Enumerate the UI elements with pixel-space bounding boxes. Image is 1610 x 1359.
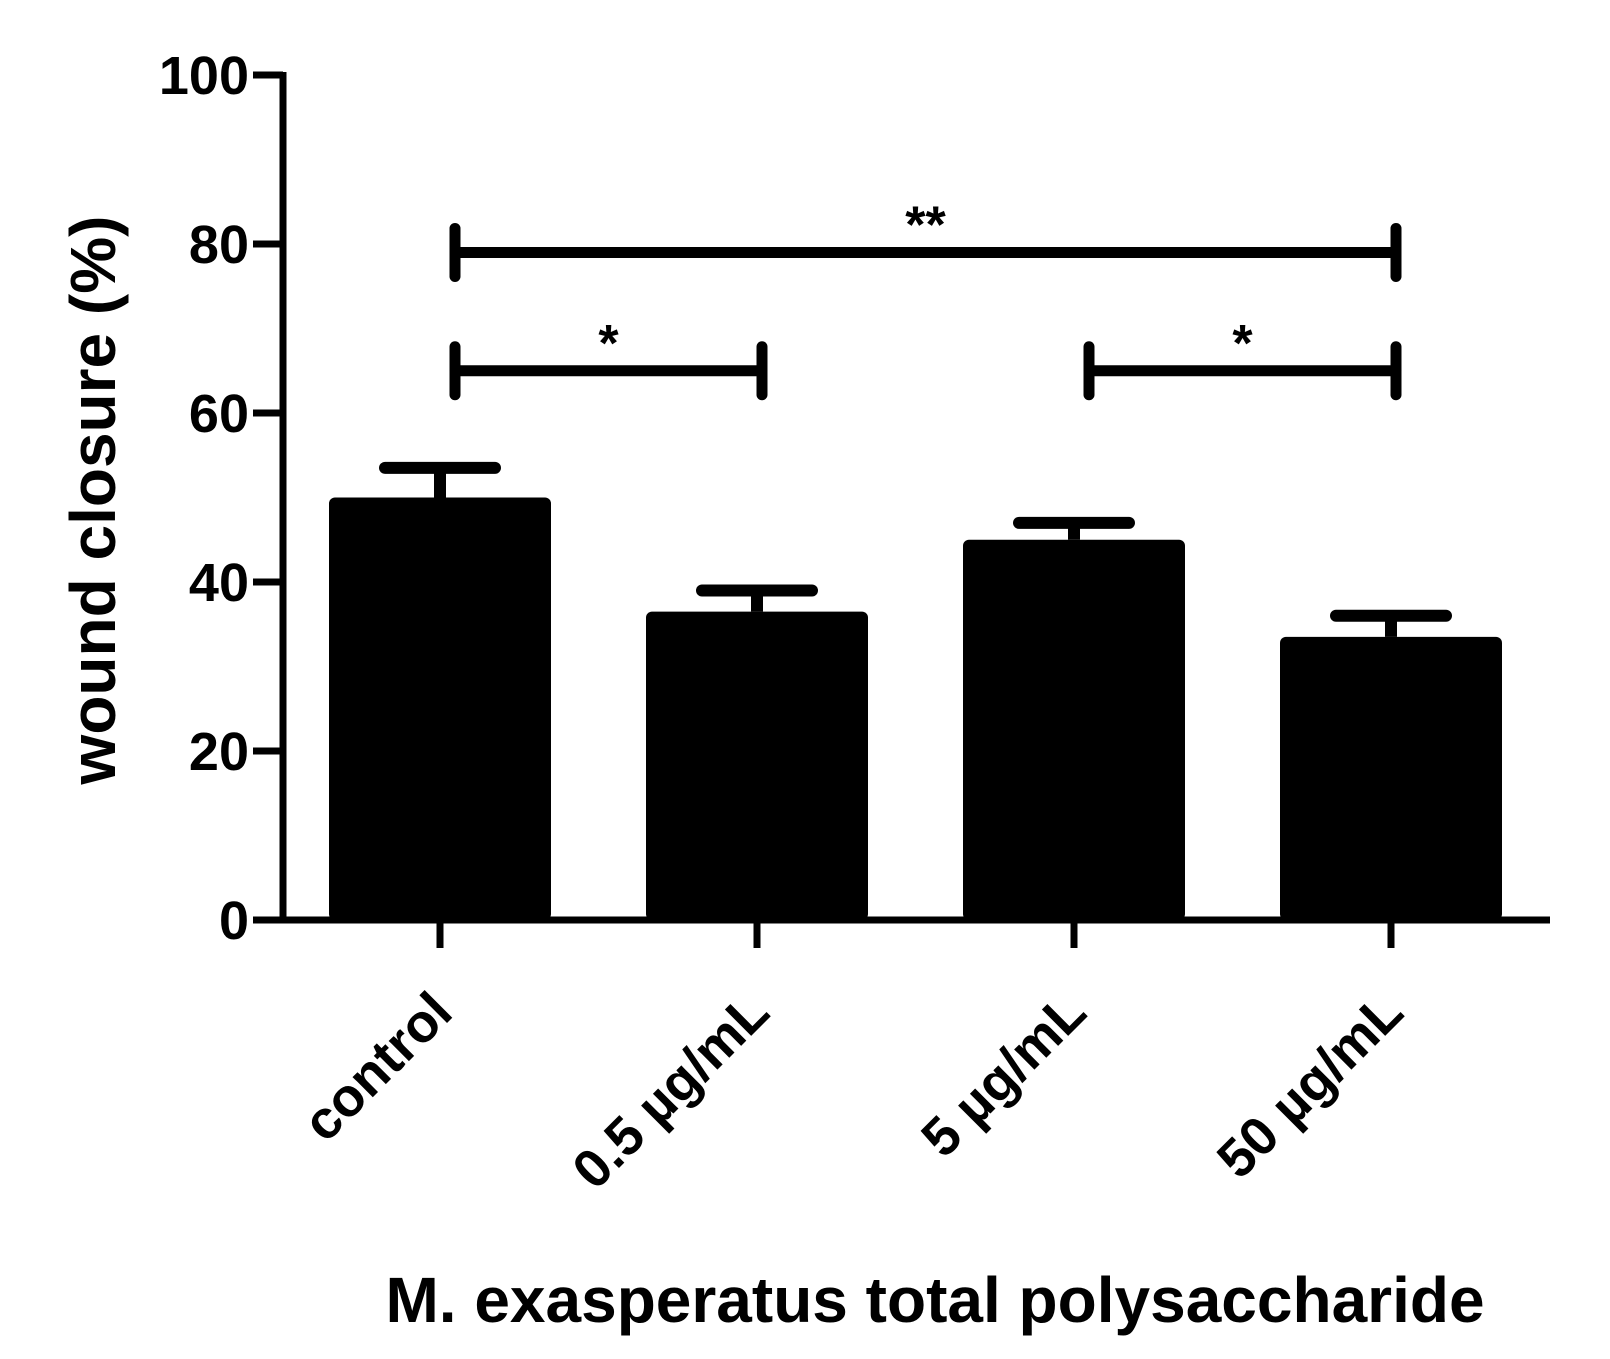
y-tick-label: 40 [189, 553, 249, 613]
y-tick-label: 0 [219, 891, 249, 951]
error-bar [1330, 609, 1452, 637]
y-tick-label: 20 [189, 722, 249, 782]
y-tick-label: 60 [189, 384, 249, 444]
significance-label: ** [905, 196, 946, 254]
x-tick-label: control [292, 981, 464, 1153]
bar [963, 539, 1185, 920]
x-tick-label: 5 µg/mL [910, 981, 1097, 1168]
x-tick-label: 50 µg/mL [1206, 981, 1415, 1190]
error-bar [379, 461, 501, 498]
error-bars-layer [379, 461, 1452, 637]
significance-label: * [598, 315, 619, 373]
bars-layer [329, 497, 1502, 920]
significance-bracket: * [449, 315, 768, 401]
y-axis-title: wound closure (%) [57, 216, 129, 786]
significance-label: * [1232, 315, 1253, 373]
bar [646, 611, 868, 920]
y-tick-label: 80 [189, 215, 249, 275]
error-bar [1013, 516, 1135, 540]
x-tick-label: 0.5 µg/mL [561, 981, 780, 1200]
significance-bracket: * [1083, 315, 1402, 401]
bar [329, 497, 551, 920]
y-tick-label: 100 [159, 46, 249, 106]
error-bar [696, 584, 818, 612]
significance-bracket: ** [449, 196, 1402, 282]
x-axis-title: M. exasperatus total polysaccharide [385, 1264, 1484, 1336]
significance-layer: *** * [449, 196, 1402, 401]
bar [1280, 636, 1502, 920]
